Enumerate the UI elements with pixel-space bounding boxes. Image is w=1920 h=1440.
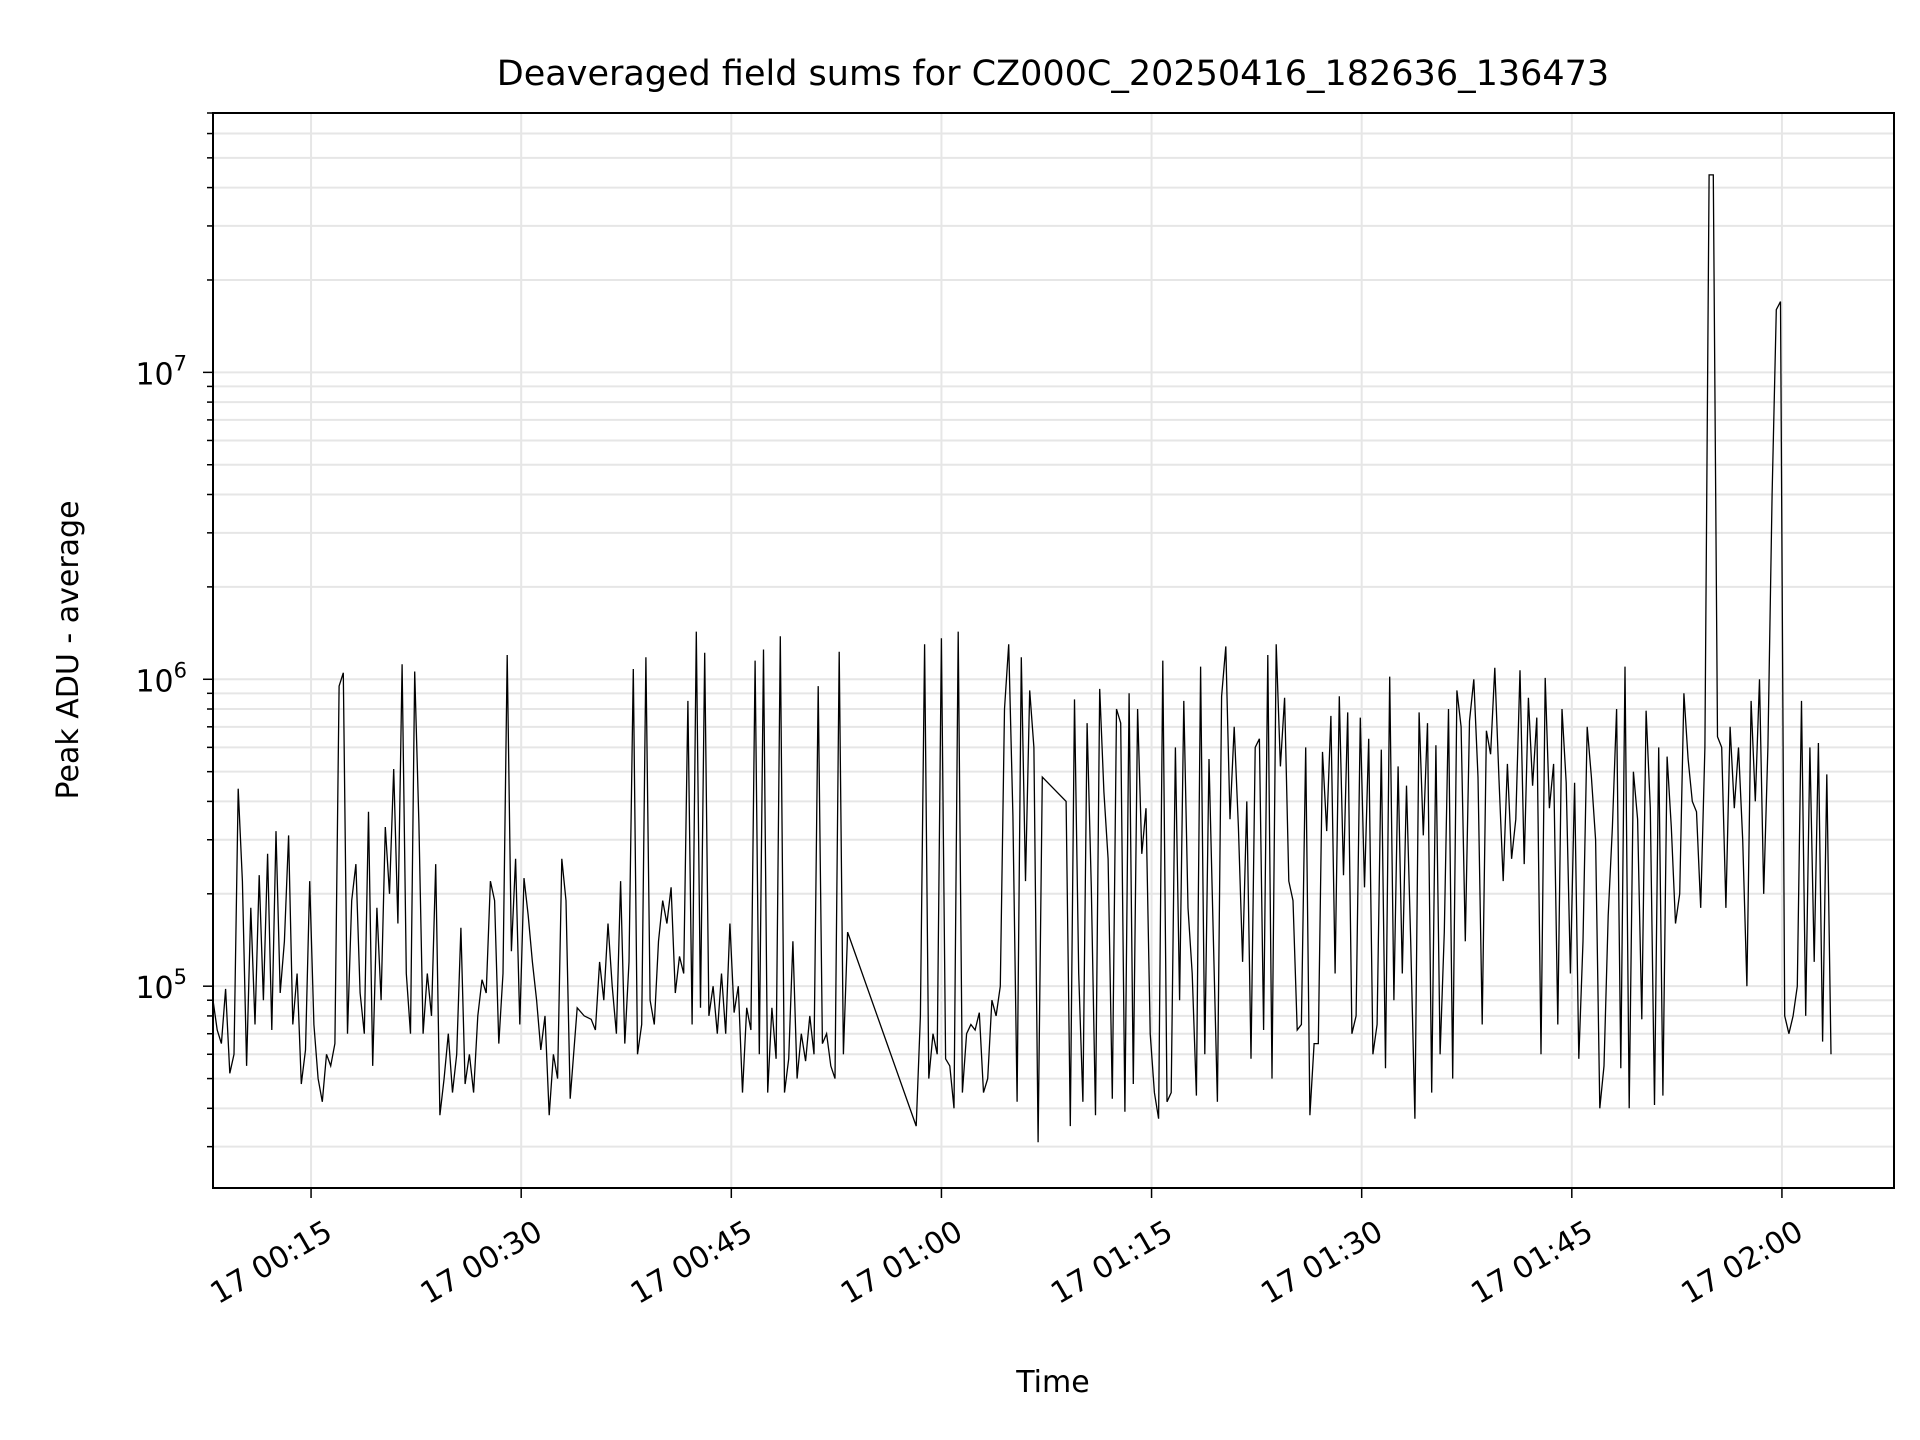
y-axis: 105 106 107 <box>135 112 213 1148</box>
chart-title: Deaveraged field sums for CZ000C_2025041… <box>497 54 1609 94</box>
series-line <box>212 174 1832 1143</box>
series-layer <box>212 174 1832 1143</box>
y-tick-label: 106 <box>135 658 187 699</box>
x-axis-label: Time <box>1015 1365 1089 1400</box>
y-axis-label: Peak ADU - average <box>51 500 86 799</box>
plot-frame <box>212 112 1895 1189</box>
grid <box>213 112 1894 1188</box>
y-tick-label: 107 <box>135 351 187 392</box>
y-tick-label: 105 <box>135 965 187 1006</box>
